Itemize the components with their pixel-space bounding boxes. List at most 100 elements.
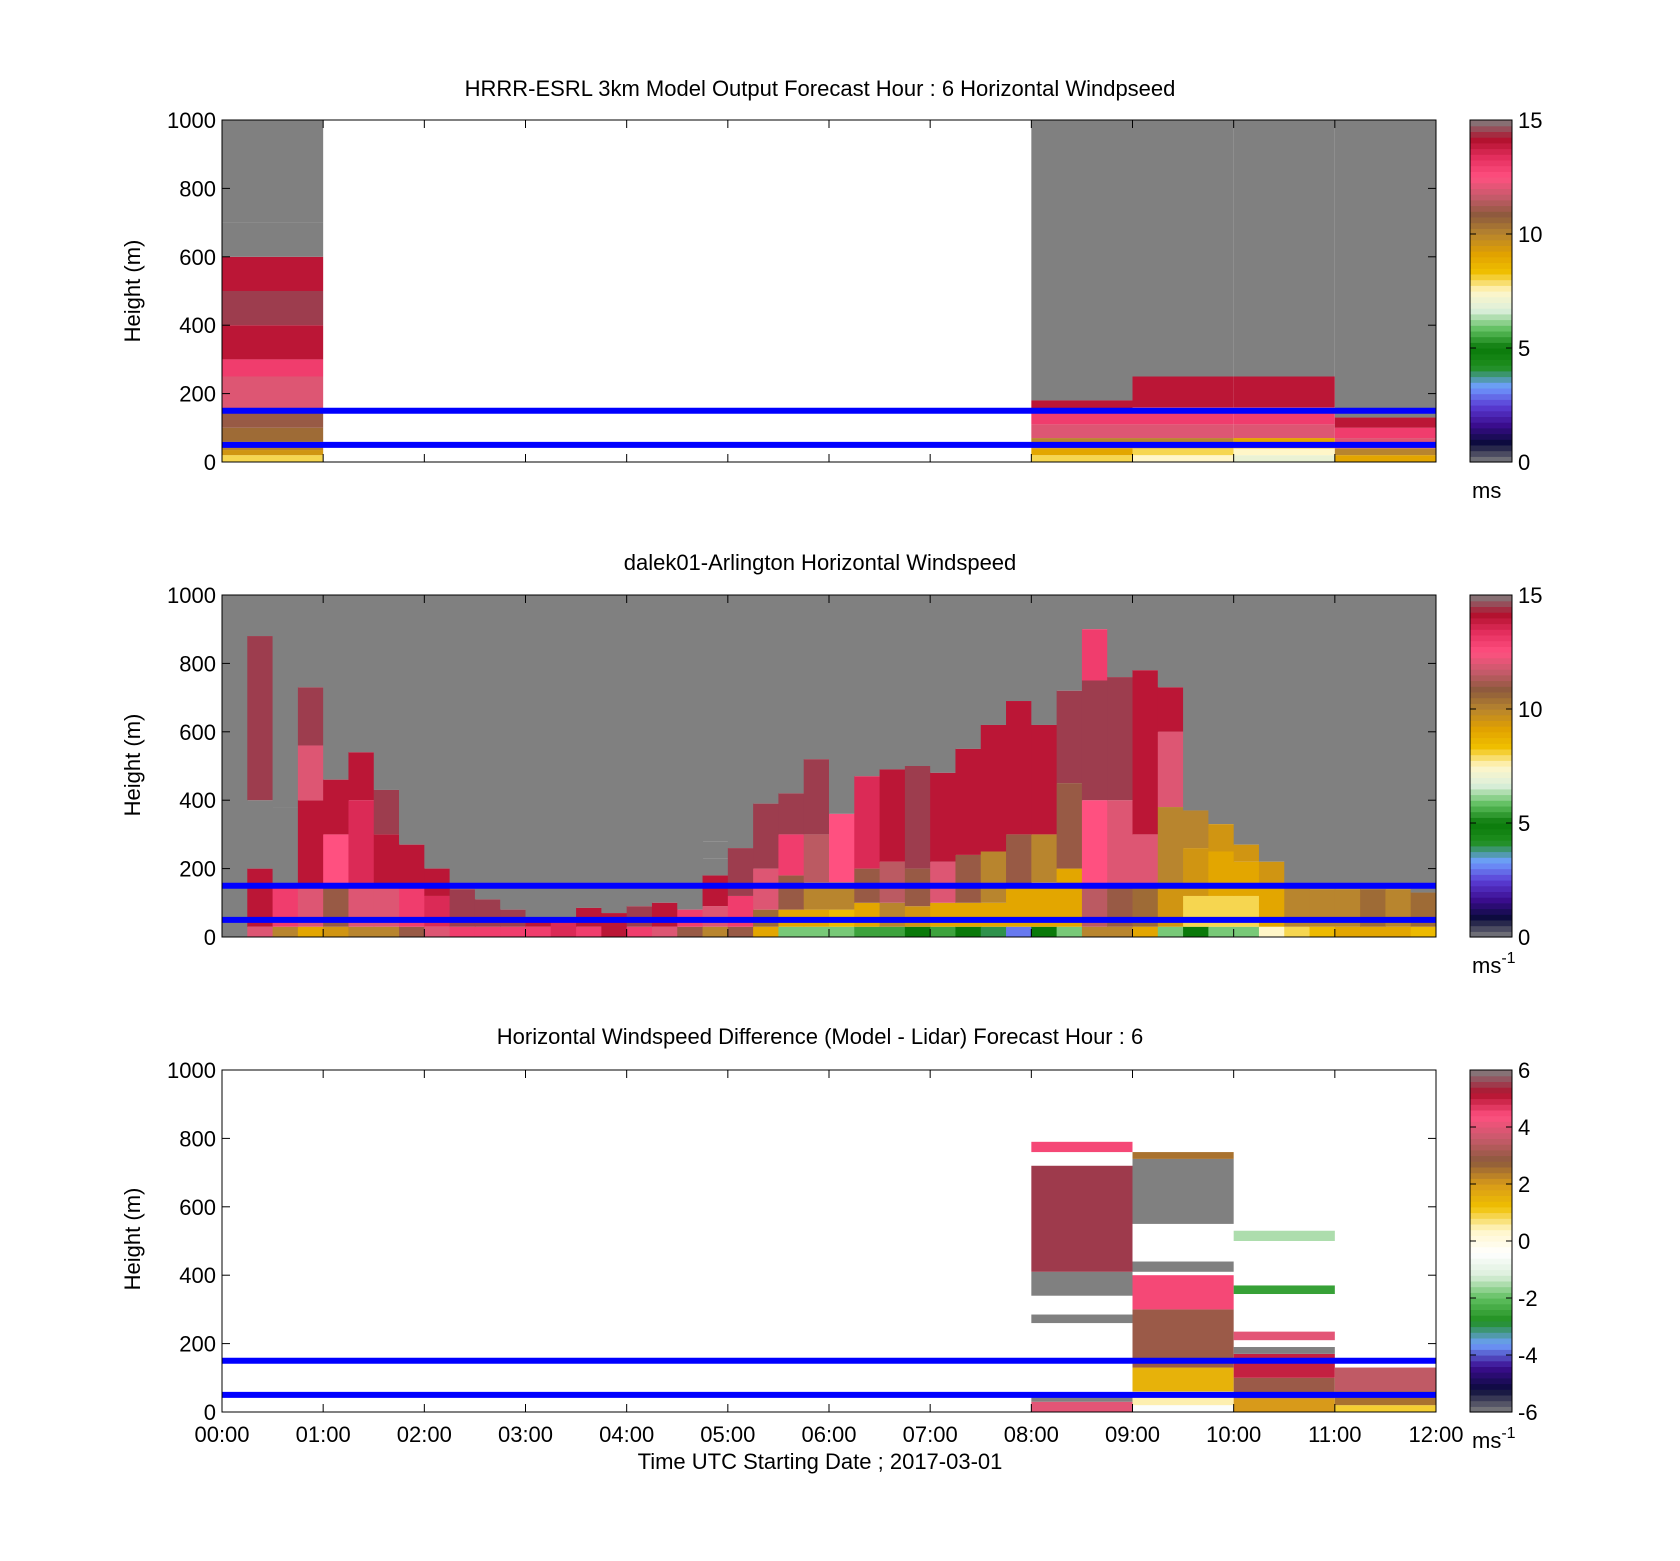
y-tick-label: 200 xyxy=(179,1332,216,1357)
missing-data-cell xyxy=(424,595,451,869)
y-tick-label: 1000 xyxy=(167,108,216,133)
colorbar-segment xyxy=(1470,1121,1512,1128)
missing-data-cell xyxy=(1208,595,1235,825)
colorbar-segment xyxy=(1470,422,1512,429)
heatmap-cell xyxy=(1132,1261,1234,1272)
heatmap-cell xyxy=(1334,448,1436,456)
heatmap-cell xyxy=(1258,926,1285,937)
colorbar-segment xyxy=(1470,1372,1512,1379)
missing-data-cell xyxy=(955,595,982,749)
heatmap-cell xyxy=(727,926,754,937)
heatmap-cell xyxy=(297,687,324,746)
colorbar-segment xyxy=(1470,228,1512,235)
heatmap-cell xyxy=(1233,1398,1335,1412)
colorbar-segment xyxy=(1470,777,1512,784)
colorbar-segment xyxy=(1470,450,1512,457)
heatmap-cell xyxy=(1031,424,1133,439)
colorbar-segment xyxy=(1470,1206,1512,1214)
colorbar-segment xyxy=(1470,319,1512,326)
colorbar-segment xyxy=(1470,1349,1512,1356)
colorbar-segment xyxy=(1470,851,1512,858)
heatmap-cell xyxy=(803,834,830,883)
colorbar-segment xyxy=(1470,697,1512,704)
heatmap-cell xyxy=(222,410,324,428)
colorbar-segment xyxy=(1470,439,1512,446)
missing-data-cell xyxy=(500,595,526,910)
colorbar-segment xyxy=(1470,874,1512,881)
heatmap-cell xyxy=(1334,427,1436,439)
colorbar-frame xyxy=(1469,594,1513,938)
colorbar-segment xyxy=(1470,1292,1512,1299)
y-tick-label: 400 xyxy=(179,788,216,813)
heatmap-cell xyxy=(1132,424,1234,439)
colorbar-segment xyxy=(1470,1155,1512,1162)
x-tick-label: 08:00 xyxy=(1004,1422,1059,1447)
colorbar-segment xyxy=(1470,131,1512,138)
missing-data-cell xyxy=(474,595,501,900)
heatmap-cell xyxy=(576,926,602,937)
heatmap-cell xyxy=(1031,724,1058,835)
heatmap-cell xyxy=(348,800,375,886)
heatmap-cell xyxy=(1208,926,1235,937)
colorbar-tick-label: 15 xyxy=(1518,108,1542,133)
colorbar-segment xyxy=(1470,823,1512,830)
colorbar-segment xyxy=(1470,1115,1512,1122)
colorbar-segment xyxy=(1470,703,1512,710)
heatmap-cell xyxy=(222,222,324,257)
colorbar-segment xyxy=(1470,1298,1512,1305)
colorbar-segment xyxy=(1470,313,1512,321)
colorbar-segment xyxy=(1470,342,1512,349)
heatmap-cell xyxy=(980,724,1007,852)
heatmap-cell xyxy=(702,906,729,927)
colorbar-segment xyxy=(1470,606,1512,613)
heatmap-cell xyxy=(702,841,729,859)
colorbar-segment xyxy=(1470,188,1512,195)
panel-lidar-windspeed: dalek01-Arlington Horizontal Windspeed H… xyxy=(120,550,1542,978)
colorbar-segment xyxy=(1470,1400,1512,1407)
colorbar-segment xyxy=(1470,919,1512,927)
missing-data-cell xyxy=(727,595,754,849)
y-tick-label: 200 xyxy=(179,382,216,407)
colorbar-segment xyxy=(1470,245,1512,252)
heatmap-cell xyxy=(550,919,577,937)
colorbar-segment xyxy=(1470,857,1512,864)
missing-data-cell xyxy=(829,595,855,814)
x-tick-label: 01:00 xyxy=(296,1422,351,1447)
missing-data-cell xyxy=(1385,595,1412,890)
colorbar-unit: ms-1 xyxy=(1472,950,1516,978)
colorbar-segment xyxy=(1470,840,1512,847)
heatmap-cell xyxy=(1132,1158,1234,1224)
heatmap-cell xyxy=(879,769,906,862)
colorbar-segment xyxy=(1470,182,1512,189)
colorbar-segment xyxy=(1470,348,1512,355)
panel-model-windspeed: HRRR-ESRL 3km Model Output Forecast Hour… xyxy=(120,76,1542,503)
missing-data-cell xyxy=(550,595,577,920)
missing-data-cell xyxy=(399,595,425,845)
missing-data-cell xyxy=(1132,595,1159,671)
colorbar-segment xyxy=(1470,1218,1512,1225)
colorbar-segment xyxy=(1470,1235,1512,1242)
missing-data-cell xyxy=(1334,595,1361,890)
heatmap-cell xyxy=(1233,1230,1335,1241)
heatmap-cell xyxy=(399,926,425,937)
colorbar-segment xyxy=(1470,731,1512,739)
missing-data-cell xyxy=(879,595,906,770)
heatmap-cell xyxy=(1132,376,1234,408)
heatmap-cell xyxy=(1031,410,1133,425)
heatmap-cell xyxy=(1132,1405,1234,1412)
colorbar-segment xyxy=(1470,302,1512,309)
heatmap-cell xyxy=(1233,1353,1335,1378)
heatmap-cell xyxy=(373,789,400,835)
heatmap-cell xyxy=(1183,810,1209,849)
missing-data-cell xyxy=(1233,595,1260,845)
colorbar-segment xyxy=(1470,1269,1512,1276)
y-tick-label: 400 xyxy=(179,313,216,338)
colorbar-segment xyxy=(1470,1195,1512,1202)
heatmap-cell xyxy=(1334,926,1361,937)
heatmap-cell xyxy=(1132,834,1159,886)
heatmap-cell xyxy=(1107,677,1133,801)
heatmap-cell xyxy=(1031,834,1058,883)
heatmap-cell xyxy=(1031,1314,1133,1324)
colorbar-segment xyxy=(1470,291,1512,298)
